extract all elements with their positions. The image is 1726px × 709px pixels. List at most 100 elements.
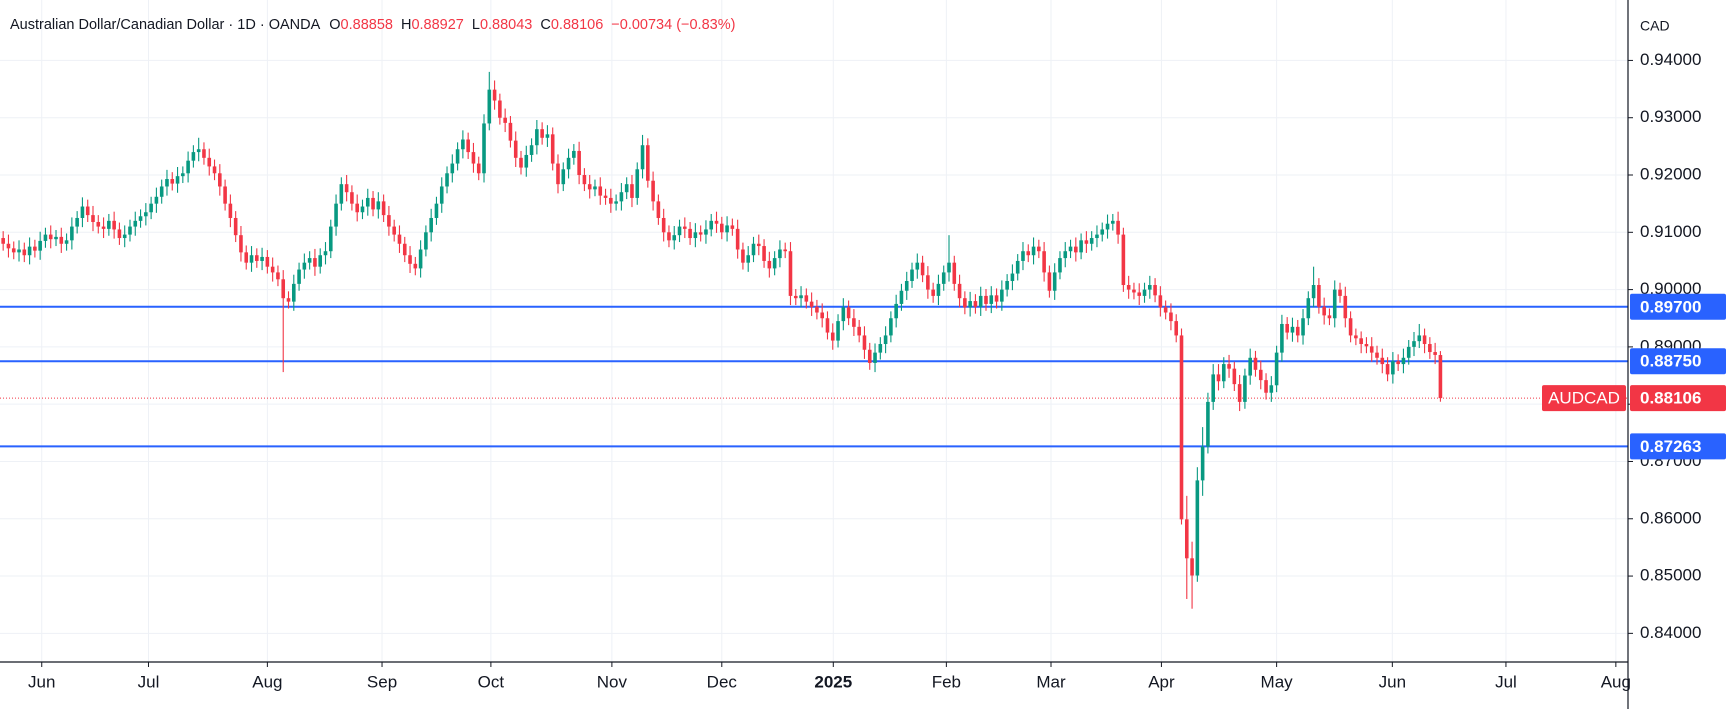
- candle-body: [804, 295, 809, 302]
- y-tick-label: 0.93000: [1640, 107, 1701, 126]
- candle-body: [572, 150, 576, 158]
- candle-body: [27, 246, 32, 256]
- candle-body: [1253, 357, 1258, 370]
- candle-body: [1068, 246, 1073, 252]
- candle-body: [202, 149, 206, 158]
- candle-body: [418, 249, 423, 269]
- last-price-box: [1630, 385, 1726, 412]
- candle-body: [85, 206, 90, 216]
- candle-body: [328, 226, 333, 252]
- x-tick-label: Nov: [597, 672, 628, 691]
- candle-body: [159, 186, 164, 197]
- candle-body: [318, 255, 323, 267]
- candle-body: [730, 225, 735, 229]
- x-tick-label: Jul: [1495, 672, 1517, 691]
- candle-body: [735, 228, 740, 250]
- candle-body: [809, 301, 814, 307]
- candle-body: [1179, 335, 1184, 520]
- change: −0.00734 (−0.83%): [611, 17, 735, 33]
- candle-body: [439, 186, 444, 204]
- x-tick-label: Aug: [252, 672, 282, 691]
- candle-body: [1095, 234, 1099, 239]
- level-label: 0.89700: [1640, 297, 1701, 316]
- candle-body: [339, 184, 344, 204]
- candle-body: [1285, 323, 1289, 333]
- candle-body: [38, 240, 42, 251]
- candle-body: [1433, 352, 1437, 355]
- candle-body: [1364, 344, 1369, 347]
- candle-body: [714, 220, 719, 224]
- candle-body: [556, 163, 560, 185]
- ohlc-key: C: [540, 17, 550, 33]
- candle-body: [936, 283, 941, 296]
- candle-body: [566, 157, 571, 170]
- candle-body: [392, 226, 396, 235]
- candles: [1, 71, 1443, 609]
- candle-body: [1417, 335, 1422, 342]
- candle-body: [904, 281, 909, 291]
- candle-body: [381, 201, 386, 216]
- candle-body: [1269, 385, 1274, 393]
- candle-body: [1343, 295, 1348, 319]
- legend-header: Australian Dollar/Canadian Dollar · 1D ·…: [10, 17, 735, 33]
- candle-body: [941, 272, 946, 284]
- candle-body: [862, 335, 867, 350]
- candle-body: [545, 134, 550, 138]
- candle-body: [630, 184, 634, 198]
- candle-body: [1190, 558, 1194, 576]
- candle-body: [651, 180, 655, 202]
- candle-body: [80, 206, 85, 218]
- candle-body: [371, 197, 375, 210]
- candle-body: [915, 262, 920, 270]
- candle-body: [704, 229, 708, 235]
- candle-body: [825, 318, 830, 333]
- candle-body: [926, 275, 930, 290]
- candle-body: [640, 145, 645, 170]
- candle-body: [698, 232, 703, 235]
- candle-body: [302, 262, 307, 270]
- candle-body: [91, 215, 95, 222]
- candle-body: [677, 226, 682, 236]
- candle-body: [746, 255, 751, 263]
- candle-body: [899, 290, 904, 304]
- candle-body: [239, 235, 243, 253]
- candle-body: [635, 169, 640, 198]
- x-tick-label: Jun: [1379, 672, 1406, 691]
- candle-body: [1200, 446, 1205, 481]
- candle-body: [270, 266, 275, 273]
- candle-body: [138, 216, 143, 221]
- candle-body: [756, 243, 761, 247]
- candle-body: [772, 258, 777, 269]
- candle-body: [672, 235, 677, 241]
- candle-body: [667, 232, 671, 241]
- candle-body: [96, 221, 101, 227]
- candle-body: [276, 272, 280, 280]
- candle-body: [1158, 295, 1163, 308]
- candle-body: [476, 163, 481, 174]
- candle-body: [365, 197, 370, 207]
- candle-body: [1, 238, 5, 244]
- candle-body: [1317, 285, 1321, 307]
- candle-body: [376, 201, 381, 210]
- candle-body: [778, 249, 782, 259]
- candle-body: [286, 298, 291, 302]
- candle-body: [920, 262, 925, 276]
- candle-body: [1089, 238, 1094, 244]
- candle-body: [144, 212, 148, 217]
- y-tick-label: 0.94000: [1640, 50, 1701, 69]
- candle-body: [508, 122, 513, 141]
- axes: 0.840000.850000.860000.870000.880000.890…: [28, 50, 1726, 691]
- candle-body: [1406, 346, 1411, 358]
- candle-body: [550, 134, 555, 164]
- candle-body: [1100, 229, 1105, 235]
- candle-body: [1274, 352, 1279, 386]
- candle-body: [1327, 315, 1332, 319]
- candle-body: [170, 179, 175, 184]
- ohlc-value: 0.88043: [480, 17, 532, 33]
- candle-body: [978, 295, 983, 307]
- candle-body: [994, 295, 999, 302]
- candle-body: [1221, 364, 1226, 382]
- candle-body: [355, 203, 359, 213]
- candle-body: [1211, 374, 1216, 402]
